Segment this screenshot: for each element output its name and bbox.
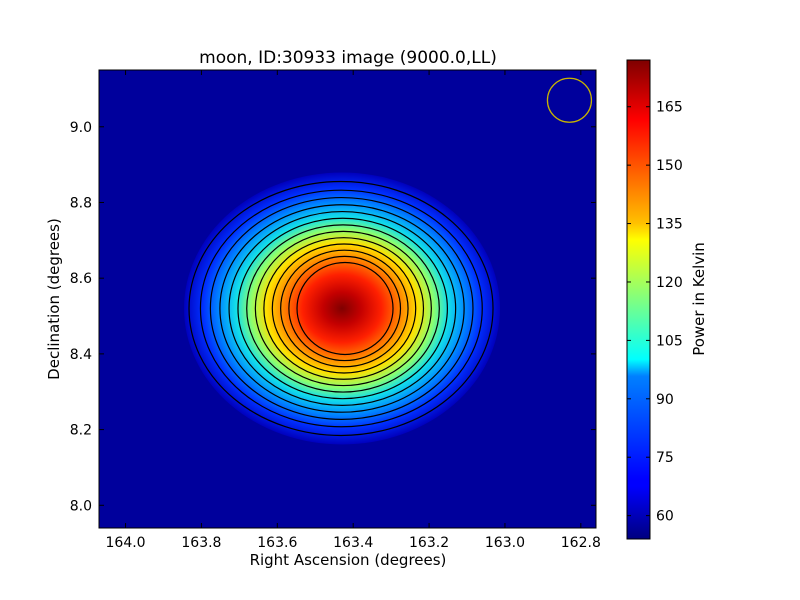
contour-line — [280, 249, 409, 368]
y-tick-label: 8.8 — [70, 195, 92, 211]
contour-line — [288, 255, 402, 362]
contour-line — [246, 224, 440, 393]
x-tick-label: 163.8 — [181, 535, 221, 551]
x-tick-label: 163.6 — [257, 535, 297, 551]
contour-line — [199, 189, 483, 428]
colorbar-tick-label: 150 — [656, 158, 683, 174]
plot-frame — [98, 69, 597, 529]
x-tick-label: 163.4 — [333, 535, 373, 551]
y-tick-label: 8.2 — [70, 423, 92, 439]
plot-area: 164.0 163.8 163.6 163.4 163.2 163.0 162.8 8.08… — [70, 69, 601, 551]
y-axis-label: Declination (degrees) — [45, 218, 63, 380]
contour-line — [188, 180, 494, 437]
contour-line — [271, 243, 417, 374]
chart-title: moon, ID:30933 image (9000.0,LL) — [199, 48, 497, 68]
beam-marker — [546, 77, 593, 123]
contour-line — [263, 237, 425, 380]
contour-line — [228, 210, 457, 406]
x-axis-ticks: 164.0 163.8 163.6 163.4 163.2 163.0 162.8 — [106, 70, 601, 551]
contour-line — [296, 261, 394, 356]
colorbar-ticks: 60 75 90 105 120 135 150 165 — [627, 100, 683, 525]
contour-line — [209, 196, 474, 420]
x-tick-label: 163.2 — [409, 535, 449, 551]
x-tick-label: 164.0 — [106, 535, 146, 551]
x-tick-label: 163.0 — [485, 535, 525, 551]
colorbar-tick-label: 75 — [656, 450, 674, 466]
contour-line — [219, 204, 465, 413]
colorbar-fill — [627, 60, 650, 539]
moon-disk — [184, 172, 501, 445]
colorbar-tick-label: 165 — [656, 100, 683, 116]
y-tick-label: 8.6 — [70, 271, 92, 287]
colorbar-tick-label: 60 — [656, 509, 674, 525]
contour-lines — [188, 180, 494, 437]
colorbar-tick-label: 90 — [656, 392, 674, 408]
colorbar-frame — [626, 59, 651, 540]
y-tick-label: 9.0 — [70, 120, 92, 136]
contour-line — [254, 230, 432, 387]
x-tick-label: 162.8 — [561, 535, 601, 551]
contour-line — [237, 217, 448, 400]
x-axis-label: Right Ascension (degrees) — [250, 551, 447, 569]
colorbar: 60 75 90 105 120 135 150 165 — [626, 59, 683, 540]
colorbar-tick-label: 120 — [656, 275, 683, 291]
colorbar-label: Power in Kelvin — [690, 242, 708, 356]
y-tick-label: 8.4 — [70, 347, 92, 363]
y-tick-label: 8.0 — [70, 498, 92, 514]
colorbar-tick-label: 135 — [656, 217, 683, 233]
y-axis-ticks: 8.0 8.2 8.4 8.6 8.8 9.0 — [70, 120, 596, 514]
colorbar-tick-label: 105 — [656, 333, 683, 349]
